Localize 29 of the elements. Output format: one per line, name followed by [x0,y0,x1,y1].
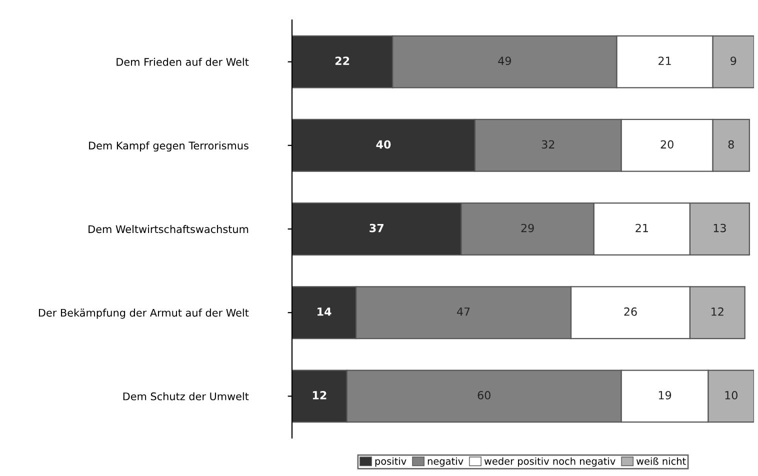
data-label: 32 [542,140,554,149]
data-label: 12 [312,391,326,400]
data-label: 47 [457,308,470,316]
data-label: 21 [658,56,671,65]
legend-label: negativ [428,457,464,467]
y-tick-label: Dem Schutz der Umwelt [123,392,249,400]
data-label: 13 [714,224,726,232]
y-tick-label: Der Bekämpfung der Armut auf der Welt [38,308,249,319]
data-label: 10 [725,391,738,400]
data-label: 21 [636,224,648,232]
data-label: 9 [730,56,736,66]
data-label: 12 [712,307,724,316]
data-label: 8 [728,140,734,149]
data-label: 29 [521,224,534,232]
legend-label: weiß nicht [636,457,686,465]
legend-label: positiv [375,457,406,467]
data-label: 37 [370,224,384,232]
y-tick-label: Dem Kampf gegen Terrorismus [89,141,248,152]
data-label: 60 [478,391,490,400]
data-label: 49 [498,56,511,66]
y-tick-label: Dem Frieden auf der Welt [116,58,249,66]
data-label: 19 [658,391,672,400]
data-label: 22 [335,56,350,65]
legend-label: weder positiv noch negativ [484,457,616,467]
data-label: 14 [318,308,332,316]
data-label: 26 [624,307,637,316]
data-label: 20 [660,140,674,149]
y-tick-label: Dem Weltwirtschaftswachstum [88,225,248,234]
data-label: 40 [376,140,391,149]
